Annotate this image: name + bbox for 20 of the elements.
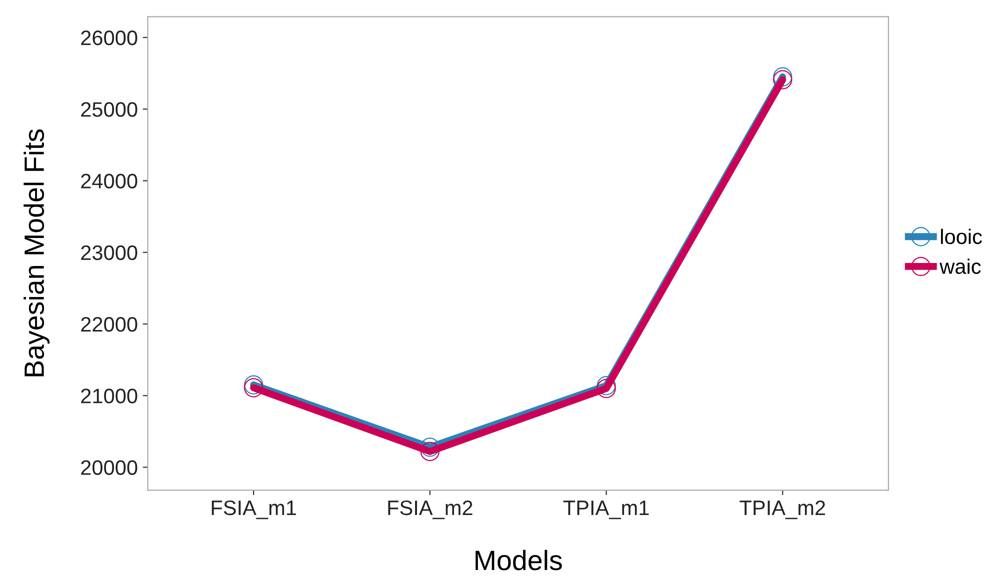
x-tick-label: FSIA_m1 — [212, 500, 296, 520]
x-tick-label: TPIA_m1 — [563, 500, 649, 520]
y-tick-label: 24000 — [81, 174, 138, 188]
y-tick-label: 21000 — [81, 388, 138, 404]
point — [596, 378, 616, 398]
legend-label: waic — [940, 258, 981, 274]
y-tick-label: 20000 — [81, 460, 138, 476]
y-tick-label: 26000 — [81, 30, 138, 46]
point — [773, 70, 792, 90]
x-tick-label: TPIA_m2 — [740, 500, 826, 520]
y-tick-label: 23000 — [81, 245, 138, 260]
x-axis-title: Models — [476, 550, 562, 570]
point — [773, 67, 792, 86]
x-tick-label: FSIA_m2 — [388, 500, 472, 520]
y-tick-label: 25000 — [81, 102, 138, 117]
point — [244, 378, 264, 398]
y-tick-label: 22000 — [81, 316, 138, 332]
y-axis-title: Bayesian Model Fits — [24, 129, 50, 376]
legend-label: looic — [941, 228, 982, 244]
point — [420, 442, 440, 462]
